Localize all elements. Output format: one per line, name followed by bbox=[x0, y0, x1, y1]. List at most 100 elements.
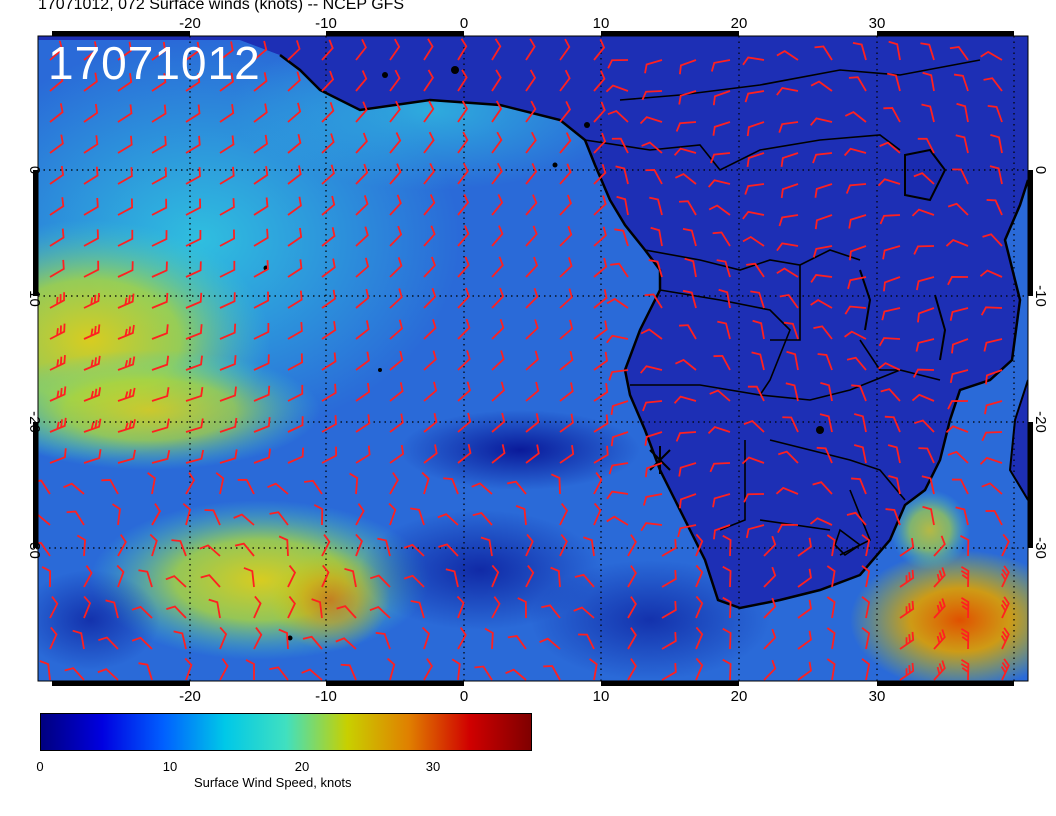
wind-barb bbox=[151, 73, 167, 92]
lat-tick-right: -10 bbox=[1032, 285, 1049, 307]
wind-barb bbox=[960, 628, 970, 650]
wind-barb bbox=[797, 630, 812, 650]
wind-barb bbox=[746, 121, 765, 137]
frame-segment bbox=[33, 170, 38, 296]
wind-barb bbox=[525, 100, 537, 123]
wind-barb bbox=[678, 462, 697, 477]
wind-barb bbox=[933, 567, 946, 588]
wind-barb bbox=[457, 100, 469, 123]
frame-segment bbox=[601, 681, 739, 686]
lat-tick-right: -30 bbox=[1032, 537, 1049, 559]
wind-barb bbox=[83, 355, 101, 371]
wind-barb bbox=[49, 417, 67, 433]
wind-barb bbox=[151, 418, 170, 433]
wind-barb bbox=[83, 135, 99, 154]
wind-barb bbox=[117, 167, 133, 185]
wind-barb bbox=[423, 162, 436, 185]
wind-barb bbox=[945, 239, 969, 247]
wind-barb bbox=[593, 163, 607, 185]
wind-barb bbox=[355, 382, 371, 402]
wind-barb bbox=[49, 448, 67, 464]
wind-barb bbox=[287, 353, 303, 371]
wind-barb bbox=[627, 565, 637, 588]
wind-barbs bbox=[38, 38, 1010, 681]
wind-barb bbox=[491, 444, 506, 464]
wind-barb bbox=[716, 259, 731, 278]
lat-tick-left: 0 bbox=[26, 166, 43, 174]
lat-tick-right: 0 bbox=[1032, 166, 1049, 174]
wind-barb bbox=[861, 534, 871, 557]
wind-barb bbox=[151, 449, 171, 464]
wind-barb bbox=[355, 257, 370, 278]
wind-barb bbox=[233, 513, 255, 526]
wind-barb bbox=[861, 565, 871, 588]
wind-barb bbox=[744, 90, 765, 103]
wind-barb bbox=[677, 524, 697, 538]
wind-barb bbox=[525, 194, 538, 216]
wind-barb bbox=[949, 45, 969, 61]
wind-barb bbox=[675, 121, 697, 132]
wind-barb bbox=[389, 382, 404, 402]
wind-barb bbox=[83, 41, 98, 61]
wind-barb bbox=[846, 356, 867, 371]
wind-barb bbox=[253, 448, 271, 464]
wind-barb bbox=[826, 565, 836, 588]
wind-barb bbox=[559, 194, 572, 216]
wind-barb bbox=[593, 320, 608, 340]
wind-barb bbox=[49, 259, 65, 278]
wind-barb bbox=[117, 72, 133, 92]
lon-tick-top: 0 bbox=[460, 15, 468, 32]
wind-barb bbox=[151, 387, 170, 402]
wind-barb bbox=[559, 38, 571, 61]
wind-barb bbox=[83, 72, 98, 92]
wind-barb bbox=[38, 541, 51, 557]
wind-barb bbox=[117, 104, 133, 123]
wind-barb bbox=[884, 415, 901, 433]
wind-barb bbox=[782, 416, 799, 433]
wind-barb bbox=[185, 418, 204, 433]
wind-barb bbox=[287, 196, 302, 216]
wind-barb bbox=[101, 479, 119, 495]
wind-barb bbox=[185, 198, 202, 216]
wind-barb bbox=[83, 229, 99, 247]
wind-barb bbox=[921, 103, 935, 123]
wind-barb bbox=[474, 665, 493, 681]
wind-barb bbox=[321, 227, 336, 247]
wind-barb bbox=[491, 412, 506, 433]
wind-barb bbox=[199, 544, 221, 557]
wind-barb bbox=[443, 477, 459, 495]
wind-barb bbox=[710, 59, 731, 72]
wind-barb bbox=[559, 533, 568, 557]
lon-tick-bottom: 10 bbox=[593, 688, 610, 705]
wind-barb bbox=[491, 256, 504, 278]
wind-barb bbox=[49, 386, 67, 402]
wind-barb bbox=[138, 569, 153, 588]
wind-barb bbox=[606, 334, 629, 344]
lon-tick-bottom: 0 bbox=[460, 688, 468, 705]
wind-barb bbox=[457, 318, 471, 340]
wind-barb bbox=[877, 362, 901, 371]
wind-barb bbox=[151, 324, 169, 340]
wind-barb bbox=[117, 356, 136, 371]
wind-barb bbox=[949, 369, 969, 384]
wind-barb bbox=[83, 595, 92, 619]
lat-tick-left: -30 bbox=[26, 537, 43, 559]
wind-barb bbox=[321, 195, 336, 216]
wind-barb bbox=[253, 134, 268, 154]
wind-barb bbox=[826, 658, 836, 681]
wind-barb bbox=[117, 261, 134, 278]
wind-barb bbox=[559, 163, 572, 185]
wind-barb bbox=[911, 208, 935, 217]
wind-barb bbox=[219, 626, 228, 650]
wind-barb bbox=[219, 72, 234, 92]
wind-barb bbox=[593, 472, 603, 495]
wind-barb bbox=[610, 400, 629, 415]
wind-barb bbox=[491, 564, 500, 588]
wind-barb bbox=[457, 194, 470, 216]
wind-barb bbox=[321, 383, 337, 402]
wind-barb bbox=[933, 660, 946, 681]
wind-barb bbox=[846, 511, 867, 526]
wind-barb bbox=[335, 637, 357, 650]
wind-barb bbox=[712, 121, 731, 136]
wind-barb bbox=[644, 462, 663, 478]
